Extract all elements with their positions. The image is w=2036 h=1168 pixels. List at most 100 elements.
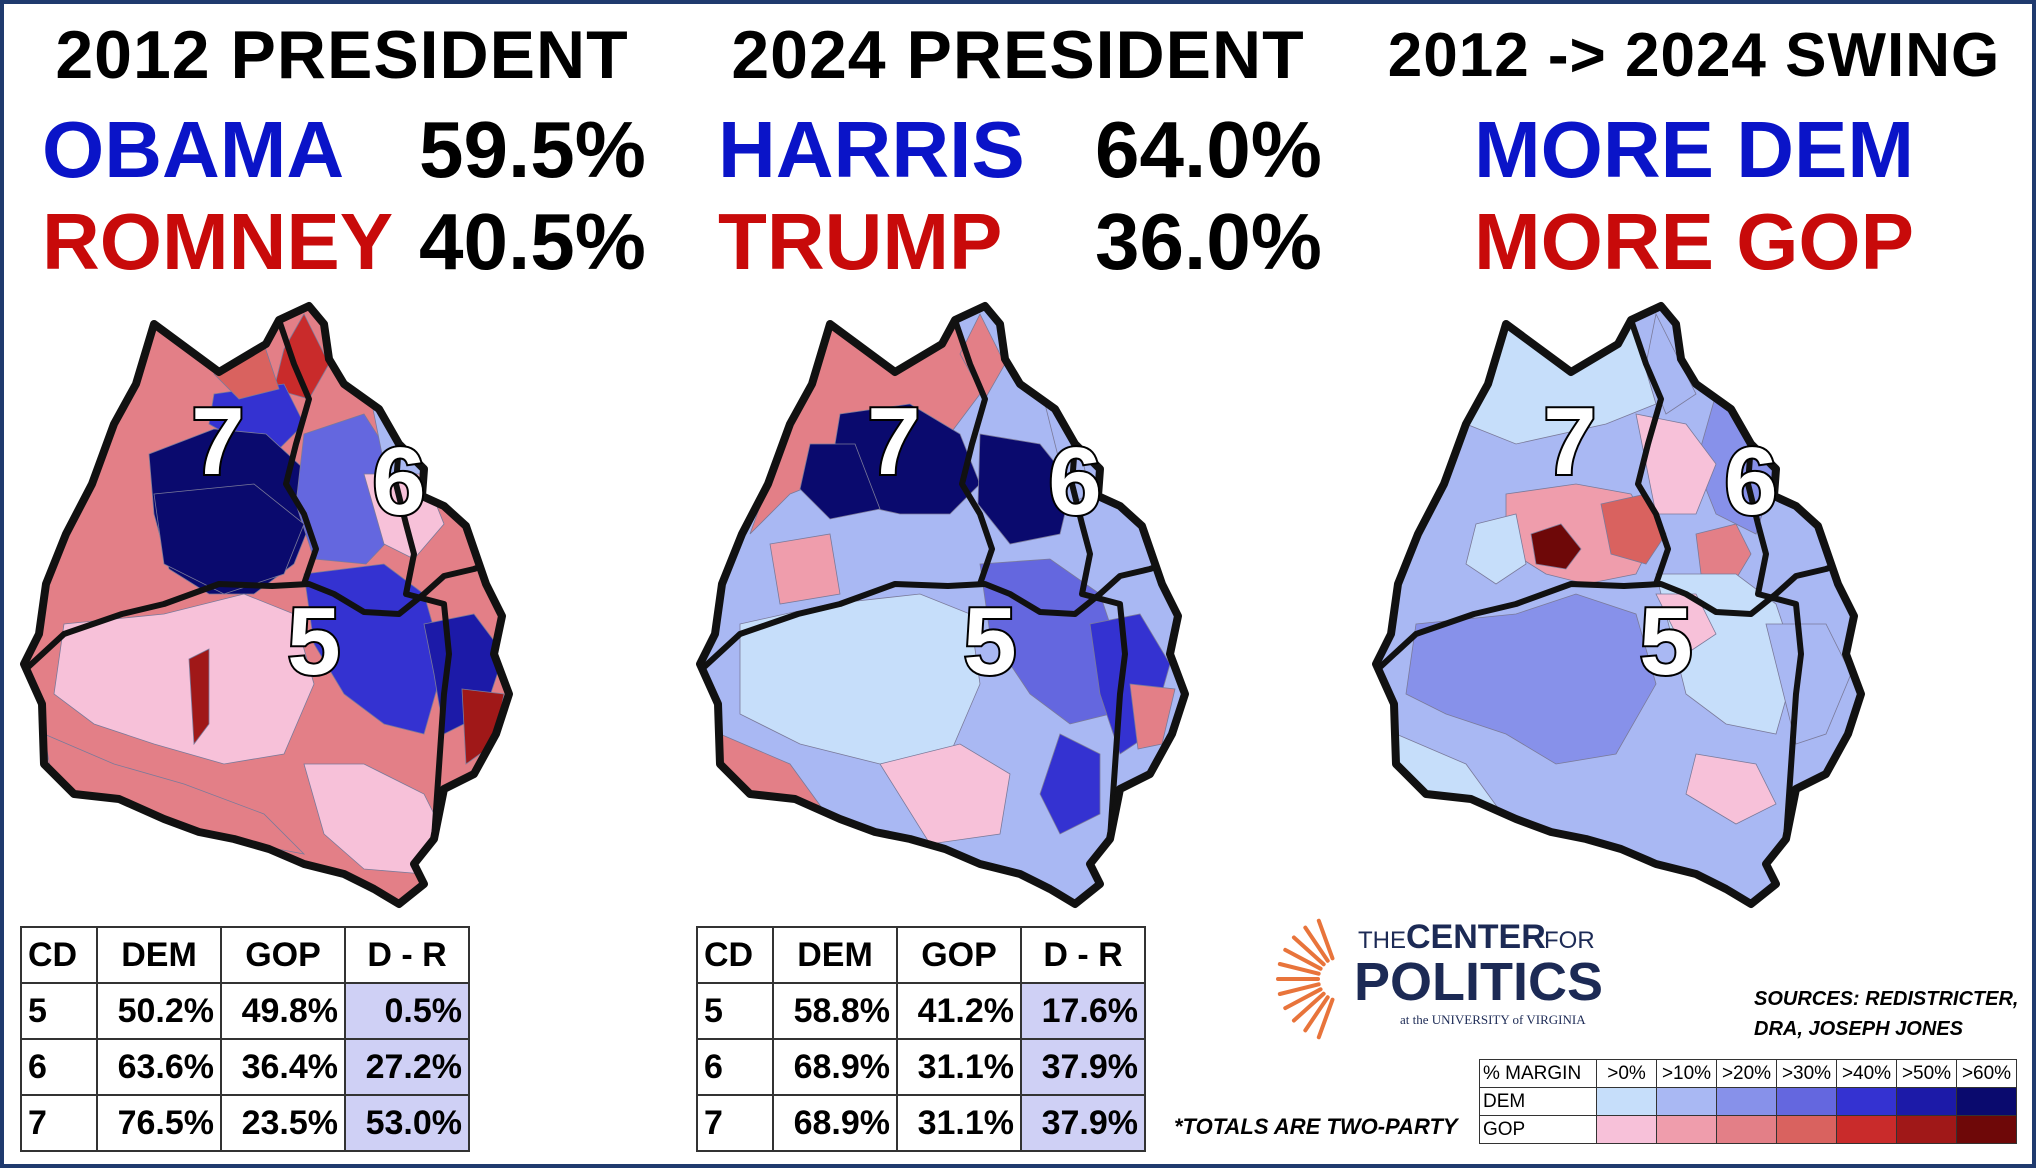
cell-margin: 53.0% (344, 1094, 470, 1152)
dem-candidate: OBAMA (42, 105, 345, 194)
header-dem: DEM (772, 926, 898, 984)
legend-bin: >60% (1956, 1059, 2017, 1088)
district-boundary (1745, 443, 1804, 840)
header-cd: CD (696, 926, 774, 984)
district-boundary (952, 319, 995, 585)
logo-university: at the UNIVERSITY of VIRGINIA (1400, 1012, 1586, 1027)
district-label-6: 6 (372, 428, 425, 535)
legend-gop-row: GOP (1479, 1115, 2017, 1144)
table-row: 7 76.5% 23.5% 53.0% (20, 1094, 470, 1152)
panel-2012: 2012 PRESIDENT OBAMA 59.5% ROMNEY 40.5% … (4, 4, 680, 1164)
district-boundary (1628, 319, 1671, 585)
cell-gop: 41.2% (896, 982, 1022, 1040)
precinct-area (769, 533, 841, 605)
header-margin: D - R (1020, 926, 1146, 984)
district-boundary (24, 556, 504, 672)
legend-swatch (1656, 1115, 1717, 1144)
district-boundary (1376, 556, 1856, 672)
panel-title: 2012 PRESIDENT (55, 17, 629, 93)
district-label-7: 7 (867, 388, 920, 495)
more-gop-label: MORE GOP (1473, 197, 1915, 286)
cell-gop: 49.8% (220, 982, 346, 1040)
legend-dem-row: DEM (1479, 1087, 2017, 1116)
cell-cd: 5 (20, 982, 98, 1040)
district-label-7: 7 (1543, 388, 1596, 495)
cell-dem: 58.8% (772, 982, 898, 1040)
sources-line: DRA, JOSEPH JONES (1754, 1018, 1963, 1040)
table-header-row: CD DEM GOP D - R (696, 926, 1146, 984)
precinct-area (1600, 493, 1667, 565)
legend-swatch (1956, 1087, 2017, 1116)
cell-gop: 31.1% (896, 1094, 1022, 1152)
cell-cd: 6 (20, 1038, 98, 1096)
cell-dem: 68.9% (772, 1038, 898, 1096)
district-label-5: 5 (1639, 588, 1692, 695)
precinct-area (1530, 523, 1582, 570)
legend-bin: >0% (1596, 1059, 1657, 1088)
results-table: CD DEM GOP D - R 5 58.8% 41.2% 17.6% 6 6… (696, 926, 1146, 1152)
logo-politics: POLITICS (1354, 952, 1603, 1012)
precinct-area (1039, 733, 1101, 835)
district-label-6: 6 (1724, 428, 1777, 535)
cell-margin: 27.2% (344, 1038, 470, 1096)
district-boundary (700, 556, 1180, 672)
precinct-area (1405, 593, 1657, 765)
precinct-area (188, 648, 210, 746)
county-outline (20, 302, 513, 908)
district-boundary (1069, 443, 1128, 840)
legend-row-label: GOP (1479, 1115, 1597, 1144)
cell-dem: 68.9% (772, 1094, 898, 1152)
table-row: 6 68.9% 31.1% 37.9% (696, 1038, 1146, 1096)
panel-2024: 2024 PRESIDENT HARRIS 64.0% TRUMP 36.0% … (680, 4, 1356, 1164)
gop-candidate: ROMNEY (42, 197, 394, 286)
legend-swatch (1836, 1087, 1897, 1116)
table-row: 7 68.9% 31.1% 37.9% (696, 1094, 1146, 1152)
county-outline (1372, 302, 1865, 908)
precinct-area (977, 433, 1073, 545)
cell-cd: 7 (20, 1094, 98, 1152)
legend-swatch (1896, 1087, 1957, 1116)
precinct-area (153, 483, 305, 595)
logo-the: THE (1358, 927, 1406, 954)
header-cd: CD (20, 926, 98, 984)
header-gop: GOP (896, 926, 1022, 984)
legend-swatch (1716, 1087, 1777, 1116)
district-label-7: 7 (191, 388, 244, 495)
panel-title: 2012 -> 2024 SWING (1387, 21, 2001, 90)
district-label-5: 5 (287, 588, 340, 695)
legend-swatch (1836, 1115, 1897, 1144)
legend-swatch (1776, 1087, 1837, 1116)
legend-row-label: DEM (1479, 1087, 1597, 1116)
gop-percent: 40.5% (419, 197, 646, 286)
map-swing: 7 65 (1372, 302, 1865, 908)
cell-margin: 37.9% (1020, 1038, 1146, 1096)
cell-dem: 50.2% (96, 982, 222, 1040)
legend-swatch (1596, 1087, 1657, 1116)
county-outline (696, 302, 1189, 908)
district-boundary (276, 319, 319, 585)
sunburst-icon (1276, 918, 1335, 1040)
legend-swatch (1716, 1115, 1777, 1144)
precinct-area (739, 593, 981, 765)
logo-for: FOR (1544, 927, 1595, 954)
sources-note: SOURCES: REDISTRICTER, DRA, JOSEPH JONES (1754, 984, 2018, 1044)
margin-legend: % MARGIN >0% >10% >20% >30% >40% >50% >6… (1479, 1059, 2017, 1144)
legend-bin: >20% (1716, 1059, 1777, 1088)
sources-line: SOURCES: REDISTRICTER, (1754, 988, 2019, 1010)
district-label-6: 6 (1048, 428, 1101, 535)
precinct-area (799, 443, 881, 520)
cell-margin: 37.9% (1020, 1094, 1146, 1152)
precinct-area (879, 743, 1011, 845)
cell-margin: 0.5% (344, 982, 470, 1040)
more-dem-label: MORE DEM (1474, 105, 1914, 194)
dem-candidate: HARRIS (718, 105, 1025, 194)
header-gop: GOP (220, 926, 346, 984)
gop-percent: 36.0% (1095, 197, 1322, 286)
precinct-area (53, 593, 315, 765)
map-2012: 7 65 (20, 302, 513, 908)
cell-gop: 23.5% (220, 1094, 346, 1152)
cell-gop: 31.1% (896, 1038, 1022, 1096)
cell-dem: 63.6% (96, 1038, 222, 1096)
district-label-5: 5 (963, 588, 1016, 695)
